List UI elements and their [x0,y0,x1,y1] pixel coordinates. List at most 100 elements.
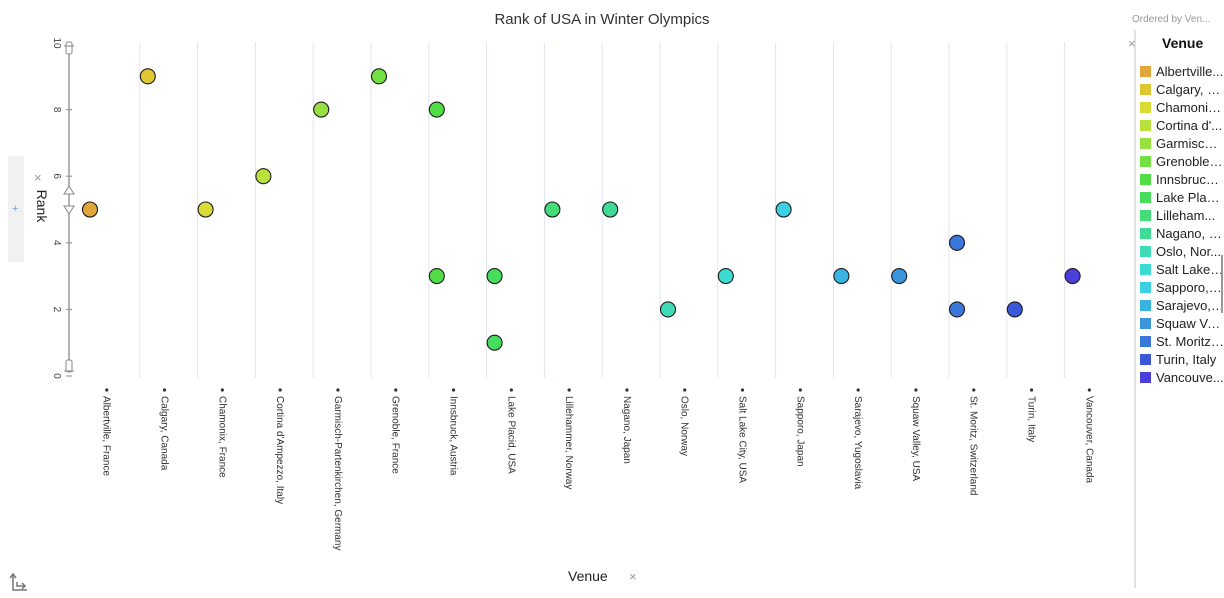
legend-item-label: Squaw Val... [1156,315,1224,331]
data-point[interactable] [602,201,619,218]
data-point[interactable] [370,68,388,85]
data-point[interactable] [81,201,99,218]
legend-item[interactable]: Nagano, J... [1140,224,1224,242]
venue-label-bullet [336,388,340,392]
venue-label: Calgary, Canada [159,396,170,471]
venue-label-bullet [683,388,687,392]
venue-label-bullet [220,388,224,392]
legend-item-label: St. Moritz, ... [1156,333,1224,349]
data-point[interactable] [486,268,503,285]
legend-swatch [1140,137,1151,149]
legend-item[interactable]: Sarajevo, ... [1140,296,1224,314]
legend-item[interactable]: Calgary, C... [1140,80,1224,98]
y-tick-label: 2 [51,307,62,313]
venue-label: Sarajevo, Yugoslavia [852,396,863,490]
legend-item[interactable]: Turin, Italy [1140,350,1224,368]
y-axis-add-icon[interactable]: + [12,203,19,215]
y-axis-title[interactable]: Rank [34,189,50,223]
data-point[interactable] [891,268,908,285]
legend-item[interactable]: Lilleham... [1140,206,1224,224]
legend-item[interactable]: Albertville... [1140,62,1224,80]
venue-label: Lillehammer, Norway [563,396,574,489]
y-axis-panel [8,156,24,262]
legend-item-label: Sapporo, J... [1156,279,1224,295]
y-tick-label: 4 [51,240,62,246]
venue-label-bullet [162,388,167,392]
x-axis-title[interactable]: Venue [568,568,608,584]
y-range-handle-top[interactable] [65,41,73,55]
venue-label: Sapporo, Japan [794,396,805,467]
y-tick-label: 10 [51,37,62,49]
legend-item[interactable]: Squaw Val... [1140,314,1224,332]
y-range-slider[interactable] [63,41,75,373]
legend-swatch [1140,371,1151,383]
legend-item-label: Grenoble, ... [1156,153,1224,169]
legend-swatch [1140,245,1151,257]
venue-label: Innsbruck, Austria [448,396,459,476]
venue-label-bullet [567,388,571,392]
swap-axes-icon[interactable] [9,572,29,592]
y-tick-label: 6 [51,173,62,179]
legend-item[interactable]: St. Moritz, ... [1140,332,1224,350]
venue-label: Turin, Italy [1026,396,1037,442]
legend-close-icon[interactable]: × [1128,36,1136,51]
data-point[interactable] [313,101,330,118]
legend-swatch [1140,299,1151,311]
venue-label: Vancouver, Canada [1083,396,1094,484]
legend-item[interactable]: Cortina d'... [1140,116,1224,134]
y-tick-label: 8 [51,107,62,113]
y-range-handle-bottom[interactable] [65,359,73,373]
data-point[interactable] [833,268,850,285]
legend-item-label: Chamonix... [1156,99,1224,115]
legend-swatch [1140,65,1151,77]
legend-swatch [1140,209,1151,221]
venue-label-bullet [394,388,398,392]
venue-label-bullet [509,388,513,392]
data-point[interactable] [544,201,561,218]
legend-item-label: Calgary, C... [1156,81,1224,97]
venue-label: Oslo, Norway [679,396,690,456]
venue-label: Garmisch-Partenkirchen, Germany [332,396,343,551]
venue-label-bullet [914,388,918,392]
data-point[interactable] [1064,268,1081,285]
data-point[interactable] [255,168,272,185]
data-point[interactable] [1006,301,1023,318]
data-point[interactable] [486,334,503,351]
venue-label: Lake Placid, USA [505,396,516,474]
legend-item-label: Albertville... [1156,63,1224,79]
data-point[interactable] [428,268,445,285]
data-point[interactable] [948,234,966,251]
data-point[interactable] [775,201,792,218]
legend-swatch [1140,317,1151,329]
legend-item[interactable]: Innsbruck,... [1140,170,1224,188]
venue-label: Chamonix, France [216,396,227,478]
venue-label-bullet [740,388,745,392]
venue-label-bullet [856,388,860,392]
legend-item[interactable]: Oslo, Nor... [1140,242,1224,260]
data-point[interactable] [659,301,677,318]
legend-scrollbar[interactable] [1221,255,1223,313]
venue-label-bullet [278,388,282,392]
venue-label-bullet [451,388,456,392]
venue-label: Salt Lake City, USA [737,396,748,483]
legend-item[interactable]: Chamonix... [1140,98,1224,116]
legend-item[interactable]: Salt Lake ... [1140,260,1224,278]
data-point[interactable] [948,301,966,318]
legend-item[interactable]: Grenoble, ... [1140,152,1224,170]
x-axis-close-icon[interactable]: × [629,569,637,584]
legend-item[interactable]: Vancouve... [1140,368,1224,386]
legend-swatch [1140,353,1151,365]
legend-item[interactable]: Sapporo, J... [1140,278,1224,296]
data-point[interactable] [428,101,445,118]
legend-swatch [1140,101,1151,113]
legend-swatch [1140,281,1151,293]
y-range-grip-icon[interactable] [63,185,75,215]
legend-item-label: Sarajevo, ... [1156,297,1224,313]
data-point[interactable] [197,201,214,218]
data-point[interactable] [717,268,734,285]
legend-item[interactable]: Garmisch-... [1140,134,1224,152]
data-point[interactable] [139,68,156,85]
y-axis-close-icon[interactable]: × [34,170,42,185]
legend-item[interactable]: Lake Placi... [1140,188,1224,206]
